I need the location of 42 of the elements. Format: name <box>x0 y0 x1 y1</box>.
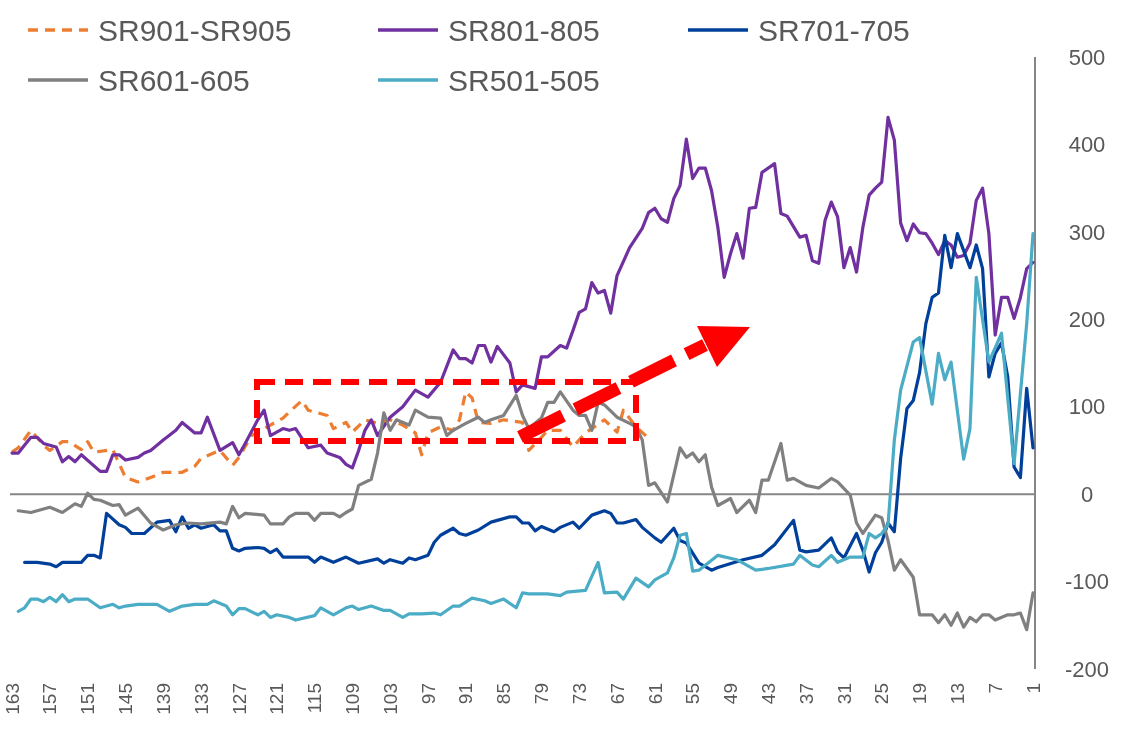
legend-label: SR701-705 <box>758 13 910 47</box>
x-tick-label: 151 <box>77 683 99 715</box>
x-tick-label: 25 <box>871 683 893 705</box>
x-tick-label: 91 <box>455 683 477 705</box>
y-tick-label: 100 <box>1068 394 1106 420</box>
y-tick-label: 300 <box>1068 219 1106 245</box>
y-tick-label: 0 <box>1080 481 1094 507</box>
x-tick-label: 133 <box>190 683 212 715</box>
x-tick-label: 1 <box>1022 683 1044 694</box>
x-tick-label: 19 <box>909 683 931 705</box>
x-tick-label: 31 <box>833 683 855 705</box>
x-tick-label: 139 <box>152 683 174 715</box>
x-tick-label: 49 <box>720 683 742 705</box>
x-tick-label: 157 <box>39 683 61 715</box>
x-tick-label: 79 <box>531 683 553 705</box>
x-tick-label: 85 <box>493 683 515 705</box>
x-tick-label: 13 <box>947 683 969 705</box>
x-tick-label: 61 <box>644 683 666 705</box>
x-tick-label: 73 <box>568 683 590 705</box>
x-tick-label: 43 <box>757 683 779 705</box>
legend-label: SR501-505 <box>448 63 600 97</box>
y-tick-label: 200 <box>1068 306 1106 332</box>
x-tick-label: 55 <box>682 683 704 705</box>
y-tick-label: -200 <box>1064 656 1110 682</box>
y-tick-label: 400 <box>1068 132 1106 158</box>
legend-label: SR601-605 <box>98 63 250 97</box>
y-tick-label: -100 <box>1064 569 1110 595</box>
x-tick-label: 121 <box>266 683 288 715</box>
legend-label: SR801-805 <box>448 13 600 47</box>
x-tick-label: 67 <box>606 683 628 705</box>
line-series <box>10 115 1035 474</box>
x-tick-label: 7 <box>984 683 1006 694</box>
x-tick-label: 115 <box>304 683 326 714</box>
y-tick-label: 500 <box>1068 44 1106 70</box>
x-tick-label: 109 <box>341 683 363 715</box>
x-tick-label: 145 <box>115 683 137 715</box>
x-tick-label: 103 <box>379 683 401 715</box>
x-tick-label: 97 <box>417 683 439 705</box>
x-tick-label: 127 <box>228 683 250 715</box>
x-tick-label: 37 <box>795 683 817 705</box>
x-tick-label: 163 <box>1 683 23 715</box>
legend-label: SR901-SR905 <box>98 13 292 47</box>
